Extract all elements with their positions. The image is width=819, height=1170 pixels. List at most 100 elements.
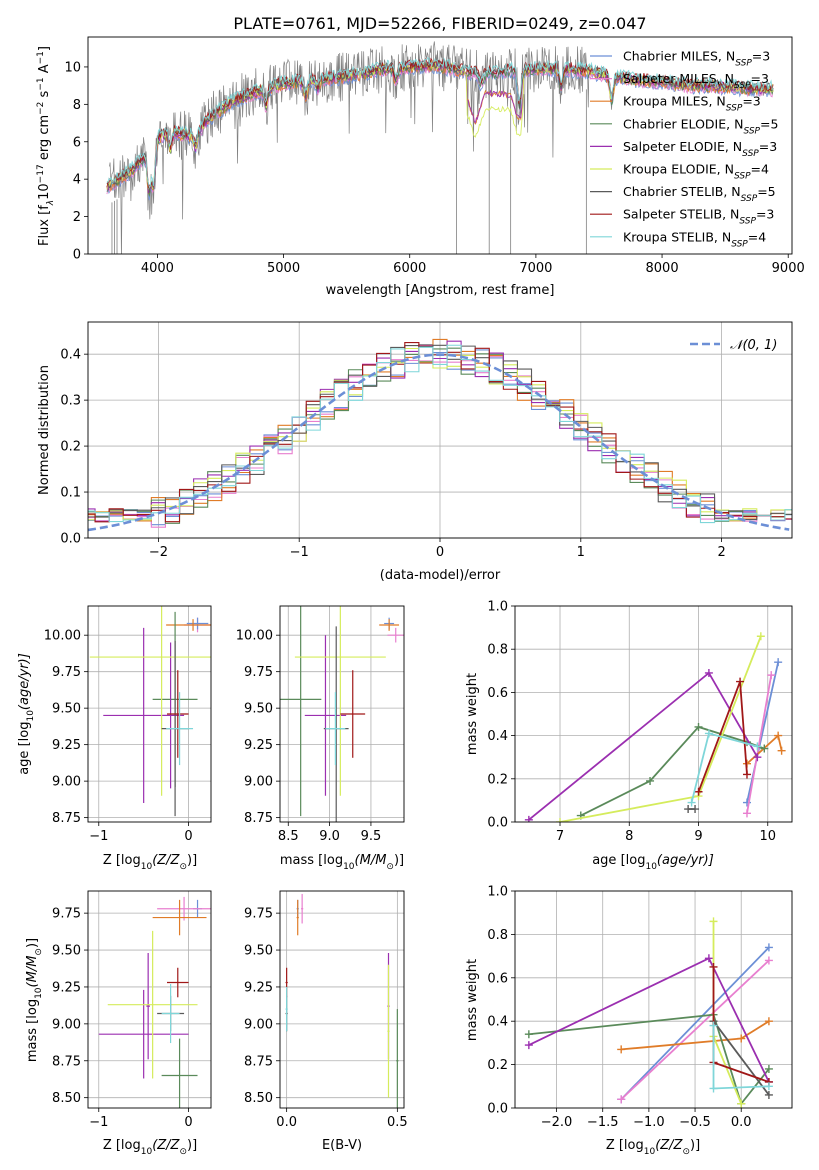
residual-histogram [88, 344, 792, 524]
x-tick-label: −2 [149, 545, 168, 560]
x-tick-label: 2 [717, 545, 725, 560]
x-tick-label: −1 [89, 1115, 108, 1130]
y-tick-label: 0.8 [487, 643, 508, 658]
y-tick-label: 9.50 [244, 702, 273, 717]
y-tick-label: 8.75 [244, 811, 273, 826]
legend-label: Kroupa ELODIE, NSSP=4 [623, 162, 769, 182]
y-tick-label: 0.2 [487, 772, 508, 787]
y-tick-label: 9.00 [52, 775, 81, 790]
residuals-histogram-panel: −2 −1 0 1 2 0.0 0.1 0.2 0.3 0.4 𝒩(0, 1) (data-model… [37, 321, 793, 583]
x-tick-label: −1 [290, 545, 309, 560]
y-tick-label: 9.25 [244, 980, 273, 995]
legend-label: Salpeter ELODIE, NSSP=3 [623, 139, 777, 159]
x-tick-label: 0.0 [276, 1115, 297, 1130]
y-tick-label: 8 [73, 98, 81, 113]
weight-marker [742, 809, 751, 818]
axes-frame [514, 605, 793, 823]
weight-marker [617, 1045, 626, 1054]
x-tick-label: 4000 [141, 261, 174, 276]
weight-marker [617, 1095, 626, 1104]
x-tick-label: 8000 [646, 261, 679, 276]
plot-area [88, 338, 792, 532]
weight-marker [756, 632, 765, 641]
y-tick-label: 1.0 [487, 885, 508, 900]
axes-frame [514, 890, 793, 1109]
x-tick-label: 7000 [519, 261, 552, 276]
y-tick-label: 10.00 [44, 629, 81, 644]
plot-area [524, 632, 786, 822]
plot-area [280, 606, 404, 822]
x-tick-label: 5000 [267, 261, 300, 276]
y-tick-label: 0.4 [60, 348, 81, 363]
weight-marker [704, 668, 713, 677]
x-tick-label: −0.5 [679, 1115, 711, 1130]
x-tick-label: 9.0 [319, 829, 340, 844]
y-tick-label: 0.3 [60, 394, 81, 409]
x-axis-label: Z [log10(Z/Z⊙)] [103, 1138, 197, 1157]
weight-marker [777, 746, 786, 755]
y-tick-label: 9.50 [52, 702, 81, 717]
y-tick-label: 0.1 [60, 486, 81, 501]
weight-marker [737, 1034, 746, 1043]
y-tick-label: 1.0 [487, 600, 508, 615]
x-tick-label: 9000 [772, 261, 805, 276]
weight-marker [737, 1099, 746, 1108]
legend-label: Kroupa STELIB, NSSP=4 [623, 229, 766, 249]
y-axis-label: Flux [fλ10−17 erg cm−2 s−1 A−1] [36, 46, 56, 246]
x-tick-label: 0 [184, 829, 192, 844]
y-tick-label: 2 [73, 210, 81, 225]
figure-title: PLATE=0761, MJD=52266, FIBERID=0249, z=0… [233, 14, 646, 33]
x-tick-label: 9.5 [361, 829, 382, 844]
x-tick-label: 0.0 [731, 1115, 752, 1130]
x-tick-label: 0 [184, 1115, 192, 1130]
normal-curve [88, 353, 790, 532]
spectrum-panel: 4000 5000 6000 7000 8000 9000 0 2 4 6 8 10 Chabrier … [36, 36, 805, 298]
y-tick-label: 0.4 [487, 1015, 508, 1030]
weight-marker [694, 787, 703, 796]
weight-line [620, 959, 770, 1100]
y-tick-label: 0.6 [487, 686, 508, 701]
y-tick-label: 9.75 [52, 907, 81, 922]
weight-marker [524, 815, 533, 822]
y-tick-label: 0.0 [487, 1102, 508, 1117]
weight-marker [764, 943, 773, 952]
y-tick-label: 9.75 [244, 665, 273, 680]
legend-label: 𝒩(0, 1) [730, 338, 777, 353]
y-tick-label: 8.75 [52, 1054, 81, 1069]
age-vs-metallicity-panel: −1 0 8.75 9.00 9.25 9.50 9.75 10.00 Z [log10(Z/Z… [17, 605, 212, 872]
x-tick-label: 8 [625, 829, 633, 844]
weight-marker [691, 805, 700, 814]
weight-vs-age-panel: 7 8 9 10 0.0 0.2 0.4 0.6 0.8 1.0 age [log10(age/yr… [465, 600, 793, 872]
y-tick-label: 9.50 [52, 944, 81, 959]
y-axis-label: Normed distribution [37, 365, 52, 495]
y-tick-label: 6 [73, 135, 81, 150]
y-tick-label: 8.75 [52, 811, 81, 826]
weight-marker [687, 798, 696, 807]
weight-marker [736, 677, 745, 686]
weight-marker [709, 917, 718, 926]
y-axis-label: mass weight [465, 959, 480, 1041]
weight-marker [556, 818, 565, 822]
y-tick-label: 9.00 [244, 1017, 273, 1032]
y-axis-label: mass [log10(M/M⊙)] [25, 938, 44, 1062]
y-tick-label: 0.2 [487, 1058, 508, 1073]
y-tick-label: 0.0 [487, 816, 508, 831]
residual-histogram [88, 347, 792, 524]
x-axis-label: E(B-V) [322, 1138, 362, 1153]
model-spectrum [106, 57, 774, 188]
legend-label: Chabrier ELODIE, NSSP=5 [623, 116, 778, 136]
weight-line [528, 671, 759, 821]
axes-frame [279, 605, 405, 823]
weight-marker [684, 805, 693, 814]
x-tick-label: −1 [89, 829, 108, 844]
y-tick-label: 9.75 [244, 907, 273, 922]
x-axis-label: Z [log10(Z/Z⊙)] [606, 1138, 700, 1157]
weight-marker [646, 776, 655, 785]
weight-line [559, 635, 762, 822]
plot-area [89, 606, 211, 817]
weight-line [746, 674, 773, 814]
y-tick-label: 0.8 [487, 928, 508, 943]
x-axis-label: Z [log10(Z/Z⊙)] [103, 853, 197, 872]
plot-area [524, 917, 773, 1108]
